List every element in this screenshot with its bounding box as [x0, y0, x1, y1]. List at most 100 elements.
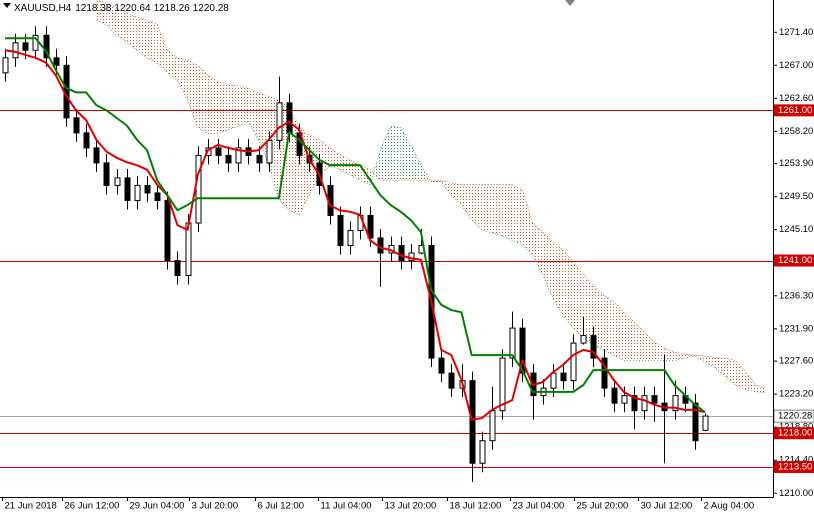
cloud-segment	[197, 65, 208, 134]
cloud-layer	[96, 0, 766, 394]
cloud-segment	[715, 357, 726, 377]
cloud-segment	[207, 75, 219, 134]
cloud-segment	[694, 355, 705, 362]
cloud-segment	[623, 312, 634, 361]
x-tick-label: 25 Jul 20:00	[577, 501, 629, 512]
candle-body	[580, 335, 587, 344]
cloud-segment	[410, 144, 421, 181]
cloud-segment	[136, 17, 148, 58]
chart-header: XAUUSD,H4 1218.38 1220.64 1218.26 1220.28	[14, 3, 229, 14]
x-tick-label: 26 Jun 12:00	[65, 501, 120, 512]
candle-body	[367, 214, 374, 239]
x-tick-label: 23 Jul 04:00	[513, 501, 565, 512]
cloud-segment	[451, 183, 462, 205]
y-tick-label: 1245.10	[779, 224, 813, 235]
cloud-segment	[147, 20, 158, 64]
cloud-segment	[512, 184, 523, 245]
candle-body	[215, 147, 222, 156]
x-tick-label: 11 Jul 04:00	[321, 501, 372, 512]
candle-body	[276, 102, 283, 141]
cloud-segment	[552, 241, 563, 316]
y-tick-label: 1253.90	[779, 158, 813, 169]
candle-body	[53, 57, 60, 66]
cloud-segment	[157, 24, 168, 73]
candle-body	[448, 372, 455, 389]
candle-body	[570, 342, 577, 382]
candle-body	[164, 199, 171, 262]
cloud-segment	[705, 355, 716, 368]
candle-body	[174, 260, 181, 277]
candle-body	[225, 154, 232, 164]
candle-body	[651, 395, 658, 404]
header-open: 1218.38	[75, 3, 112, 14]
cloud-segment	[258, 93, 269, 166]
cloud-segment	[309, 135, 320, 196]
y-tick-label: 1249.50	[779, 191, 813, 202]
y-tick-label: 1210.00	[779, 488, 813, 499]
x-tick-label: 18 Jul 12:00	[450, 501, 502, 512]
cloud-segment	[238, 86, 249, 127]
candle-body	[499, 357, 506, 412]
cloud-segment	[522, 189, 533, 256]
cloud-segment	[562, 250, 574, 329]
indicator-line	[5, 37, 706, 413]
cloud-segment	[400, 127, 411, 181]
cloud-segment	[481, 184, 492, 233]
candle-body	[73, 117, 80, 134]
candle-body	[93, 147, 100, 164]
candle-body	[22, 42, 29, 51]
candle-body	[621, 395, 628, 404]
y-tick-label: 1223.20	[779, 389, 813, 400]
candle-body	[438, 357, 445, 374]
candle-body	[550, 372, 557, 389]
cloud-segment	[167, 50, 178, 81]
cloud-segment	[248, 87, 259, 140]
cloud-segment	[583, 274, 594, 346]
x-tick-label: 6 Jul 12:00	[258, 501, 304, 512]
candle-body	[286, 102, 293, 134]
candle-body	[256, 154, 263, 164]
cloud-segment	[441, 180, 452, 196]
x-tick-label: 29 Jun 04:00	[130, 501, 185, 512]
cloud-segment	[380, 126, 391, 181]
lines-layer	[4, 37, 706, 421]
cloud-span-a	[96, 19, 766, 394]
candle-body	[601, 357, 608, 389]
candle-body	[519, 327, 526, 374]
candle-body	[124, 177, 131, 201]
level-labels-layer: 1261.00 1241.00 1218.00 1213.50 1220.28	[773, 104, 814, 473]
cloud-segment	[603, 295, 614, 356]
candle-body	[337, 214, 344, 246]
candle-body	[509, 327, 516, 359]
cloud-segment	[755, 385, 766, 393]
cloud-segment	[228, 84, 239, 130]
cloud-segment	[593, 285, 604, 350]
candle-body	[702, 415, 709, 431]
cloud-segment	[644, 331, 655, 361]
candle-body	[479, 440, 486, 464]
levels-layer	[0, 110, 773, 468]
cloud-segment	[268, 96, 279, 200]
cloud-segment	[613, 301, 624, 361]
x-tick-label: 21 Jun 2018	[5, 501, 57, 512]
cloud-segment	[491, 184, 503, 236]
cloud-segment	[735, 360, 746, 390]
level-label-box	[774, 104, 814, 117]
x-tick-label: 3 Jul 20:00	[192, 501, 238, 512]
y-tick-label: 1236.30	[779, 290, 813, 301]
cloud-segment	[654, 342, 665, 361]
cloud-segment	[725, 358, 736, 386]
x-tick-label: 30 Jul 12:00	[641, 501, 693, 512]
header-close: 1220.28	[193, 3, 230, 14]
candle-body	[185, 222, 192, 277]
menu-triangle[interactable]	[3, 3, 11, 8]
level-label-box	[774, 427, 814, 440]
level-label-box	[774, 460, 814, 473]
level-label-box	[774, 254, 814, 267]
candle-body	[103, 162, 110, 186]
shift-marker[interactable]	[565, 0, 575, 6]
cloud-segment	[116, 8, 127, 43]
candle-body	[469, 380, 476, 464]
cloud-segment	[218, 81, 229, 134]
